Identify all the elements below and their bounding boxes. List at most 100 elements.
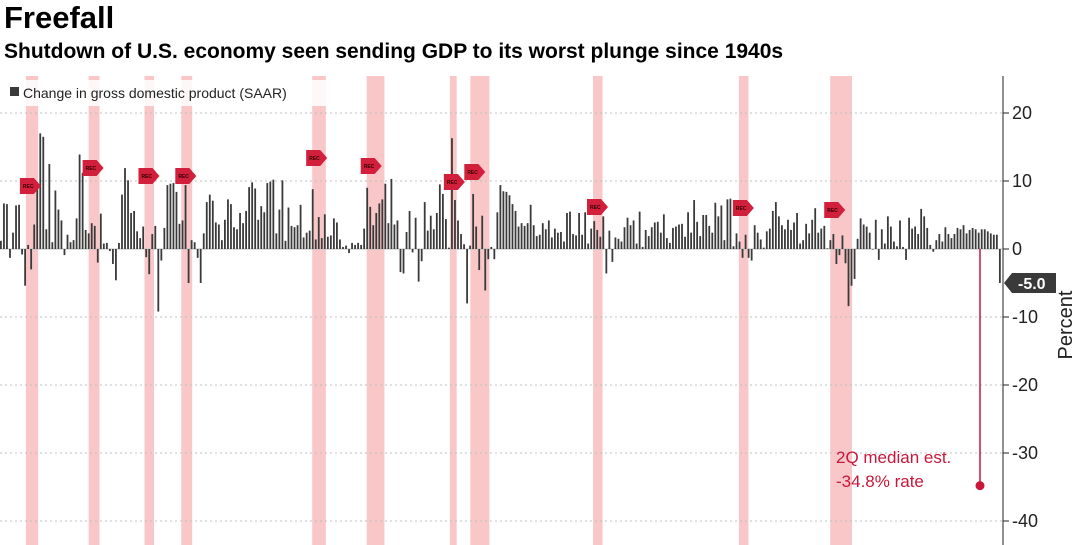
- recession-label: REC: [364, 164, 375, 170]
- gdp-bar: [332, 218, 335, 249]
- gdp-bar: [178, 223, 181, 249]
- gdp-bar: [320, 238, 323, 249]
- gdp-bar: [777, 216, 780, 249]
- gdp-bar: [650, 227, 653, 249]
- gdp-bar: [148, 249, 151, 275]
- gdp-bar: [469, 245, 472, 249]
- gdp-bar: [862, 224, 865, 249]
- gdp-bar: [856, 238, 859, 249]
- y-tick-label: -20: [1012, 375, 1038, 395]
- gdp-bar: [823, 225, 826, 249]
- gdp-bar: [620, 241, 623, 249]
- gdp-bar: [441, 193, 444, 249]
- gdp-bar: [505, 191, 508, 249]
- gdp-bar: [105, 242, 108, 249]
- gdp-bar: [445, 219, 447, 249]
- gdp-bar: [451, 138, 453, 249]
- gdp-bar: [889, 226, 892, 249]
- gdp-bar: [832, 234, 835, 249]
- recession-flag: [82, 160, 104, 176]
- gdp-bar: [169, 183, 172, 249]
- recession-marker: REC: [443, 174, 465, 190]
- gdp-bar: [929, 244, 932, 249]
- gdp-bar: [514, 210, 517, 249]
- gdp-bar: [753, 225, 756, 249]
- gdp-bar: [302, 237, 305, 249]
- gdp-bar: [487, 249, 490, 260]
- gdp-bar: [768, 228, 771, 249]
- recession-label: REC: [467, 170, 478, 176]
- gdp-bar: [342, 246, 344, 249]
- current-value-flag: -5.0: [1004, 273, 1056, 293]
- gdp-bar: [102, 243, 105, 249]
- gdp-bar: [678, 224, 680, 249]
- gdp-bar: [435, 212, 438, 249]
- gdp-bar: [638, 211, 641, 249]
- gdp-bar: [181, 220, 184, 249]
- gdp-bar: [908, 217, 910, 249]
- gdp-bar: [523, 225, 526, 249]
- gdp-bar: [923, 216, 926, 249]
- recession-markers: REC REC REC REC REC REC REC REC REC REC REC: [19, 150, 846, 218]
- gdp-bar: [762, 247, 765, 249]
- gdp-bar: [472, 193, 475, 249]
- gdp-bar: [239, 212, 241, 249]
- gdp-bar: [466, 249, 468, 304]
- gdp-bar: [275, 233, 278, 249]
- gdp-bar: [859, 218, 862, 249]
- gdp-bar: [460, 234, 462, 249]
- gdp-bar: [644, 229, 647, 249]
- gdp-bar: [251, 182, 254, 249]
- gdp-bar: [272, 179, 275, 249]
- gdp-bar: [835, 249, 838, 264]
- gdp-bar: [305, 232, 308, 249]
- gdp-bar: [995, 234, 998, 249]
- gdp-bar: [172, 183, 175, 249]
- gdp-bar: [475, 226, 478, 249]
- gdp-bar: [136, 231, 139, 249]
- gdp-bar: [426, 230, 429, 249]
- gdp-bar: [989, 233, 992, 249]
- gdp-bar: [974, 229, 977, 249]
- gdp-bar: [390, 178, 393, 249]
- gdp-bar: [578, 212, 580, 249]
- gdp-bar: [611, 249, 614, 262]
- gdp-bar: [641, 246, 644, 249]
- gdp-bar: [454, 200, 456, 249]
- gdp-bar: [457, 220, 459, 249]
- recession-band: [470, 76, 490, 545]
- gdp-bar: [965, 233, 968, 249]
- recession-band: [738, 76, 749, 545]
- gdp-bar: [217, 224, 220, 249]
- gdp-bar: [360, 244, 363, 249]
- gdp-bar: [190, 240, 193, 249]
- recession-flag: [19, 178, 41, 194]
- recession-flag: [464, 164, 486, 180]
- gdp-bar: [741, 249, 744, 258]
- gdp-bar: [771, 210, 774, 249]
- gdp-bar: [826, 248, 829, 249]
- gdp-bar: [236, 229, 238, 249]
- gdp-bar: [99, 213, 102, 249]
- gdp-bar: [599, 236, 602, 249]
- gdp-bar: [69, 242, 72, 249]
- gdp-bar: [493, 249, 496, 260]
- recession-band: [449, 76, 457, 545]
- gdp-bar: [793, 222, 795, 249]
- gdp-bar: [563, 241, 565, 249]
- gdp-bar: [411, 249, 414, 253]
- gdp-bar: [118, 242, 120, 249]
- gdp-bar: [357, 242, 360, 249]
- gdp-bar: [726, 199, 729, 249]
- gdp-bar: [535, 236, 538, 249]
- gdp-bar: [405, 232, 408, 249]
- gdp-bar: [90, 223, 93, 249]
- gdp-bar: [998, 249, 1001, 283]
- gdp-bar: [702, 215, 705, 249]
- gdp-bar: [992, 234, 995, 249]
- gdp-bar: [675, 226, 677, 249]
- gdp-bar: [187, 249, 190, 283]
- gdp-bar: [145, 249, 148, 258]
- gdp-bar: [296, 225, 299, 249]
- gdp-bar: [21, 249, 23, 255]
